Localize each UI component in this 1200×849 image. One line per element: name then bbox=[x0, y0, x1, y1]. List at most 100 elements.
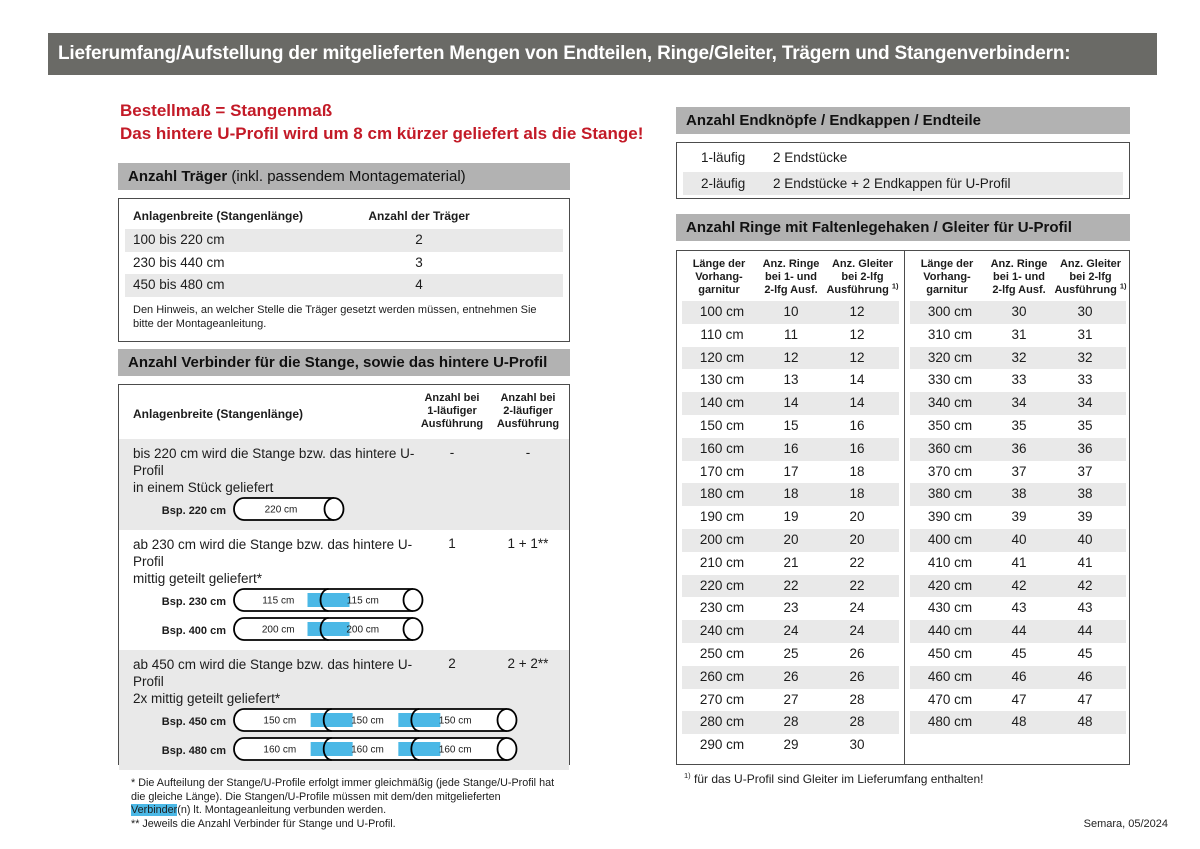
garnitur-laenge: 190 cm bbox=[699, 509, 745, 525]
anzahl-ringe: 33 bbox=[1011, 372, 1027, 388]
anzahl-gleiter: 33 bbox=[1077, 372, 1093, 388]
header-line: bei 1- und bbox=[765, 271, 817, 283]
rod-graphic: 200 cm 200 cm bbox=[232, 616, 427, 647]
garnitur-laenge: 360 cm bbox=[927, 440, 973, 456]
rod-label: Bsp. 220 cm bbox=[161, 505, 226, 517]
rod-graphic: 220 cm bbox=[232, 496, 348, 527]
garnitur-laenge: 210 cm bbox=[699, 554, 745, 570]
anzahl-ringe: 17 bbox=[783, 463, 799, 479]
anzahl-ringe: 11 bbox=[783, 326, 798, 342]
header-line: Anz. Ringe bbox=[990, 258, 1048, 270]
anzahl-gleiter: 12 bbox=[849, 349, 865, 365]
ringe-row: 260 cm 26 26 bbox=[682, 665, 899, 689]
ringe-row: 170 cm 17 18 bbox=[682, 461, 899, 484]
header-line: garnitur bbox=[698, 284, 740, 296]
garnitur-laenge: 480 cm bbox=[927, 714, 973, 730]
garnitur-laenge: 470 cm bbox=[927, 691, 973, 707]
endteile-row: 1-läufig 2 Endstücke bbox=[683, 146, 1123, 169]
ringe-row: 190 cm 19 20 bbox=[682, 506, 899, 529]
garnitur-laenge: 260 cm bbox=[699, 668, 745, 684]
ringe-row: 340 cm 34 34 bbox=[910, 392, 1126, 415]
ringe-row: 200 cm 20 20 bbox=[682, 528, 899, 552]
order-size-notice: Bestellmaß = Stangenmaß Das hintere U-Pr… bbox=[120, 99, 643, 145]
anzahl-ringe: 21 bbox=[783, 554, 799, 570]
ringe-row: 220 cm 22 22 bbox=[682, 574, 899, 598]
rod-connector bbox=[398, 712, 441, 727]
rod-segment-label: 150 cm bbox=[439, 715, 472, 726]
endteile-section-header: Anzahl Endknöpfe / Endkappen / Endteile bbox=[676, 107, 1130, 134]
anzahl-gleiter: 45 bbox=[1077, 645, 1093, 661]
garnitur-laenge: 370 cm bbox=[927, 463, 973, 479]
header-line: bei 1- und bbox=[993, 271, 1045, 283]
ringe-table: Länge der Vorhang-garnitur Anz. Ringe bei 1… bbox=[676, 250, 1130, 765]
verbinder-col3-header: Anzahl bei 2-läufiger Ausführung bbox=[478, 392, 578, 431]
verbinder-value-1laeufig: 2 bbox=[448, 656, 456, 671]
anzahl-gleiter: 28 bbox=[849, 691, 865, 707]
ringe-row: 370 cm 37 37 bbox=[910, 461, 1126, 484]
traeger-anlagenbreite: 230 bis 440 cm bbox=[133, 254, 225, 270]
anzahl-gleiter: 12 bbox=[849, 326, 865, 342]
garnitur-laenge: 390 cm bbox=[927, 509, 973, 525]
ringe-row: 210 cm 21 22 bbox=[682, 552, 899, 575]
garnitur-laenge: 310 cm bbox=[927, 326, 973, 342]
traeger-anlagenbreite: 100 bis 220 cm bbox=[133, 232, 225, 247]
rod-diagram: Bsp. 400 cm 200 cm 200 cm bbox=[127, 616, 569, 647]
verbinder-col3-header-line: 2-läufiger bbox=[503, 405, 553, 417]
ringe-table-right: Länge der Vorhang-garnitur Anz. Ringe bei 1… bbox=[904, 251, 1131, 764]
footnote1-post: (n) lt. Montageanleitung verbunden werde… bbox=[177, 804, 387, 816]
verbinder-col2-header-line: 1-läufiger bbox=[427, 405, 477, 417]
ringe-header-row: Länge der Vorhang-garnitur Anz. Ringe bei 1… bbox=[677, 251, 904, 301]
anzahl-gleiter: 47 bbox=[1077, 691, 1093, 707]
verbinder-col2-header-line: Anzahl bei bbox=[424, 392, 480, 404]
ringe-row: 270 cm 27 28 bbox=[682, 689, 899, 712]
anzahl-gleiter: 26 bbox=[849, 645, 865, 661]
header-line: Länge der bbox=[920, 258, 974, 270]
garnitur-laenge: 170 cm bbox=[699, 463, 745, 479]
header-line: bei 2-lfg bbox=[841, 271, 884, 283]
anzahl-gleiter: 12 bbox=[849, 304, 865, 319]
ringe-row: 350 cm 35 35 bbox=[910, 415, 1126, 438]
ringe-row: 240 cm 24 24 bbox=[682, 620, 899, 643]
ringe-row: 410 cm 41 41 bbox=[910, 552, 1126, 575]
rod-label: Bsp. 480 cm bbox=[161, 745, 226, 757]
verbinder-row-text-line: 2x mittig geteilt geliefert* bbox=[133, 691, 281, 706]
rod-cylinder-graphic: 220 cm bbox=[233, 496, 345, 521]
rod-segment-label: 200 cm bbox=[262, 624, 295, 635]
header-line: Vorhang- bbox=[923, 271, 971, 283]
verbinder-footnotes: * Die Aufteilung der Stange/U-Profile er… bbox=[119, 770, 569, 837]
anzahl-ringe: 44 bbox=[1011, 623, 1027, 639]
ringe-row: 230 cm 23 24 bbox=[682, 597, 899, 620]
ringe-row: 250 cm 25 26 bbox=[682, 643, 899, 666]
rod-segment-label: 160 cm bbox=[263, 744, 296, 755]
ringe-row: 440 cm 44 44 bbox=[910, 620, 1126, 643]
ringe-row: 330 cm 33 33 bbox=[910, 369, 1126, 392]
rod-label: Bsp. 450 cm bbox=[161, 716, 226, 728]
anzahl-gleiter: 24 bbox=[849, 623, 865, 639]
garnitur-laenge: 330 cm bbox=[927, 372, 973, 388]
verbinder-value-2laeufig: 1 + 1** bbox=[507, 536, 549, 551]
header-line: 2-lfg Ausf. bbox=[992, 284, 1046, 296]
anzahl-gleiter: 18 bbox=[849, 463, 865, 479]
garnitur-laenge: 320 cm bbox=[927, 349, 973, 365]
footnote2: ** Jeweils die Anzahl Verbinder für Stan… bbox=[131, 817, 396, 830]
ringe-col-laenge-header: Länge der Vorhang-garnitur bbox=[677, 258, 761, 297]
anzahl-gleiter: 43 bbox=[1077, 600, 1093, 616]
anzahl-gleiter: 14 bbox=[849, 395, 865, 411]
garnitur-laenge: 400 cm bbox=[927, 531, 973, 547]
garnitur-laenge: 250 cm bbox=[699, 645, 745, 661]
traeger-row: 100 bis 220 cm 2 bbox=[125, 229, 563, 252]
rod-segment-label: 115 cm bbox=[262, 595, 294, 606]
garnitur-laenge: 230 cm bbox=[699, 600, 745, 616]
anzahl-gleiter: 42 bbox=[1077, 577, 1093, 593]
footnote-marker: 1) bbox=[1119, 281, 1127, 291]
rod-graphic: 115 cm 115 cm bbox=[232, 587, 427, 618]
garnitur-laenge: 110 cm bbox=[700, 326, 744, 342]
garnitur-laenge: 180 cm bbox=[699, 486, 745, 502]
rod-connector bbox=[398, 741, 441, 756]
endteile-variant: 1-läufig bbox=[701, 150, 746, 165]
garnitur-laenge: 150 cm bbox=[699, 417, 745, 433]
garnitur-laenge: 340 cm bbox=[927, 395, 973, 411]
garnitur-laenge: 450 cm bbox=[927, 645, 973, 661]
garnitur-laenge: 380 cm bbox=[927, 486, 973, 502]
endteile-quantity: 2 Endstücke + 2 Endkappen für U-Profil bbox=[773, 176, 1011, 191]
